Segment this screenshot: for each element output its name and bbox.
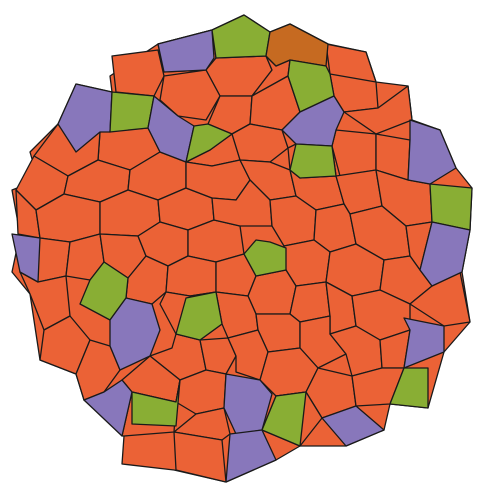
tile-purple-bottom[interactable]: [225, 429, 277, 483]
tile-green-upper-left-inner[interactable]: [185, 123, 233, 163]
tile-purple-left-mid[interactable]: [109, 297, 161, 371]
tile-green-bottom-left[interactable]: [131, 379, 181, 427]
tile-green-bottom[interactable]: [261, 391, 307, 447]
tile-purple-top-left[interactable]: [157, 29, 215, 73]
tile-green-top[interactable]: [211, 14, 271, 59]
tile-purple-upper-right[interactable]: [281, 95, 345, 147]
tile-orange-19[interactable]: [331, 129, 377, 177]
tile-purple-left-edge[interactable]: [11, 233, 41, 283]
tile-orange-10[interactable]: [343, 85, 413, 135]
tile-purple-right-edge[interactable]: [419, 221, 471, 287]
tile-orange-48[interactable]: [247, 269, 297, 315]
tile-orange-34[interactable]: [187, 219, 245, 263]
tile-orange-61[interactable]: [199, 337, 237, 375]
tile-purple-bottom-right[interactable]: [321, 405, 385, 447]
tile-green-center-lower[interactable]: [175, 291, 223, 341]
tile-brown-top[interactable]: [265, 23, 329, 67]
tile-green-upper-right-inner[interactable]: [289, 143, 337, 179]
tile-orange-71[interactable]: [173, 431, 227, 483]
tile-orange-1[interactable]: [111, 49, 165, 97]
tile-purple-right-lower[interactable]: [403, 317, 445, 369]
tile-orange-49[interactable]: [289, 281, 331, 323]
tile-green-center[interactable]: [243, 239, 287, 277]
tile-green-upper-left[interactable]: [109, 91, 155, 133]
tile-purple-bottom-left[interactable]: [83, 379, 133, 437]
tile-green-right-lower[interactable]: [389, 367, 429, 409]
